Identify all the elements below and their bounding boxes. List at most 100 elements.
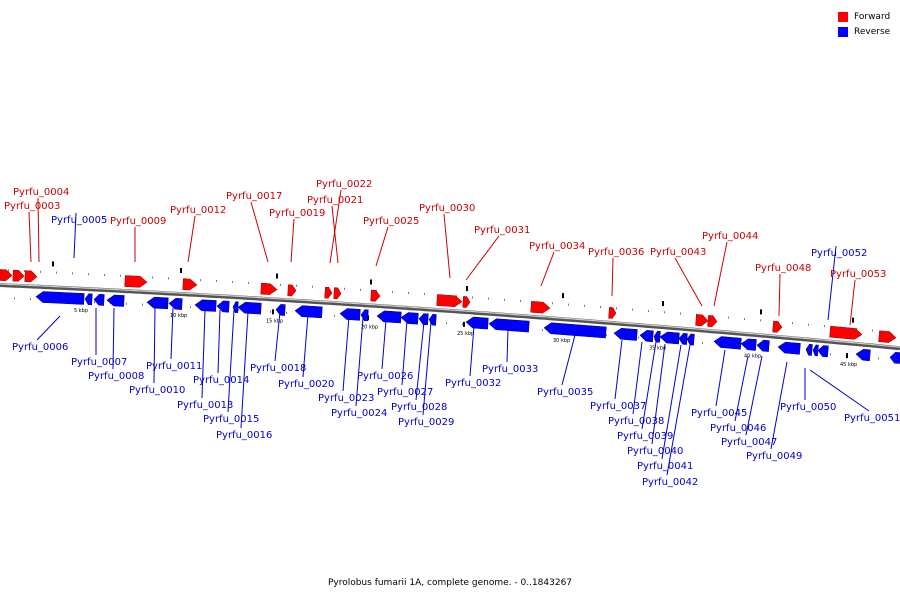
reverse-gene-arrow [686,333,695,346]
gene-label: Pyrfu_0014 [193,375,249,386]
reverse-gene-arrow [543,322,607,339]
reverse-gene-arrow [106,294,125,307]
minor-tick-top [664,311,665,314]
minor-tick-top [232,280,233,283]
gene-label: Pyrfu_0017 [226,191,282,202]
tick-label: 5 kbp [74,308,88,314]
leader-line [778,273,781,317]
legend-forward: Forward [838,9,890,24]
gene-label: Pyrfu_0011 [146,361,202,372]
reverse-gene-arrow [805,343,813,356]
minor-tick-top [248,281,249,284]
minor-tick-top [216,280,217,283]
leader-line [674,257,703,307]
gene-label: Pyrfu_0012 [170,205,226,216]
reverse-gene-arrow [855,348,871,362]
leader-line [153,307,156,384]
minor-tick-bottom [142,303,143,306]
gene-label: Pyrfu_0022 [316,179,372,190]
reverse-gene-arrow [294,305,323,319]
reverse-gene-arrow [376,310,402,324]
reverse-gene-arrow [93,293,105,306]
gene-arrows [0,269,900,364]
leader-line [37,197,40,263]
leader-line [170,307,174,360]
minor-tick-bottom [702,341,703,344]
major-tick-top [562,293,564,299]
minor-tick-top [744,317,745,320]
forward-gene-arrow [608,307,617,319]
leader-line [331,205,339,264]
minor-tick-top [728,316,729,319]
minor-tick-top [856,328,857,331]
leader-line [849,279,856,326]
leader-line [355,317,364,407]
reverse-gene-arrow [360,309,369,322]
reverse-gene-arrow [168,298,183,310]
minor-tick-top [632,308,633,311]
minor-tick-top [24,270,25,273]
gene-label: Pyrfu_0030 [419,203,475,214]
genome-caption: Pyrolobus fumarii 1A, complete genome. -… [327,578,573,588]
gene-label: Pyrfu_0024 [331,408,387,419]
forward-gene-arrow [370,289,381,302]
forward-gene-arrow [324,286,333,299]
leader-line [540,251,555,287]
gene-label: Pyrfu_0041 [637,461,693,472]
minor-tick-top [760,319,761,322]
leader-line [329,189,342,264]
gene-label: Pyrfu_0044 [702,231,758,242]
minor-tick-top [424,293,425,296]
gene-label: Pyrfu_0028 [391,402,447,413]
gene-label: Pyrfu_0021 [307,195,363,206]
gene-label: Pyrfu_0046 [710,423,766,434]
leader-line [745,355,763,436]
leader-line [561,334,576,386]
forward-gene-arrow [530,301,551,314]
gene-labels: Pyrfu_0003 Pyrfu_0004 Pyrfu_0009 Pyrfu_0012… [4,179,900,488]
gene-label: Pyrfu_0042 [642,477,698,488]
minor-tick-top [600,306,601,309]
gene-label: Pyrfu_0049 [746,451,802,462]
leader-line [28,211,32,263]
gene-label: Pyrfu_0026 [357,371,413,382]
minor-tick-top [56,271,57,274]
minor-tick-top [456,295,457,298]
gene-label: Pyrfu_0023 [318,393,374,404]
leader-line [611,257,614,297]
reverse-gene-arrow [275,304,286,316]
label-leader-lines [28,189,870,476]
leader-line [443,213,451,279]
gene-label: Pyrfu_0045 [691,408,747,419]
minor-tick-top [648,309,649,312]
reverse-gene-arrow [84,293,93,306]
reverse-gene-arrow [740,338,757,351]
minor-tick-top [296,284,297,287]
minor-tick-bottom [446,322,447,325]
forward-gene-arrow [12,269,25,282]
leader-line [274,311,281,362]
minor-tick-top [488,297,489,300]
leader-line [661,344,682,460]
minor-tick-top [280,283,281,286]
gene-label: Pyrfu_0027 [377,387,433,398]
gene-label: Pyrfu_0016 [216,430,272,441]
leader-line [240,311,249,429]
reverse-gene-arrow [889,351,900,364]
leader-line [415,321,425,401]
leader-line [112,307,115,370]
tick-label: 15 kbp [266,318,283,324]
legend-reverse: Reverse [838,24,890,39]
reverse-gene-arrow [488,318,530,333]
reverse-swatch [838,26,848,37]
leader-line [827,245,837,321]
leader-line [651,343,666,445]
reverse-gene-arrow [659,331,680,345]
gene-label: Pyrfu_0039 [617,431,673,442]
minor-tick-bottom [270,310,271,313]
backbone-line [0,283,900,351]
minor-tick-bottom [190,306,191,309]
reverse-gene-arrow [400,312,419,325]
minor-tick-top [344,287,345,290]
